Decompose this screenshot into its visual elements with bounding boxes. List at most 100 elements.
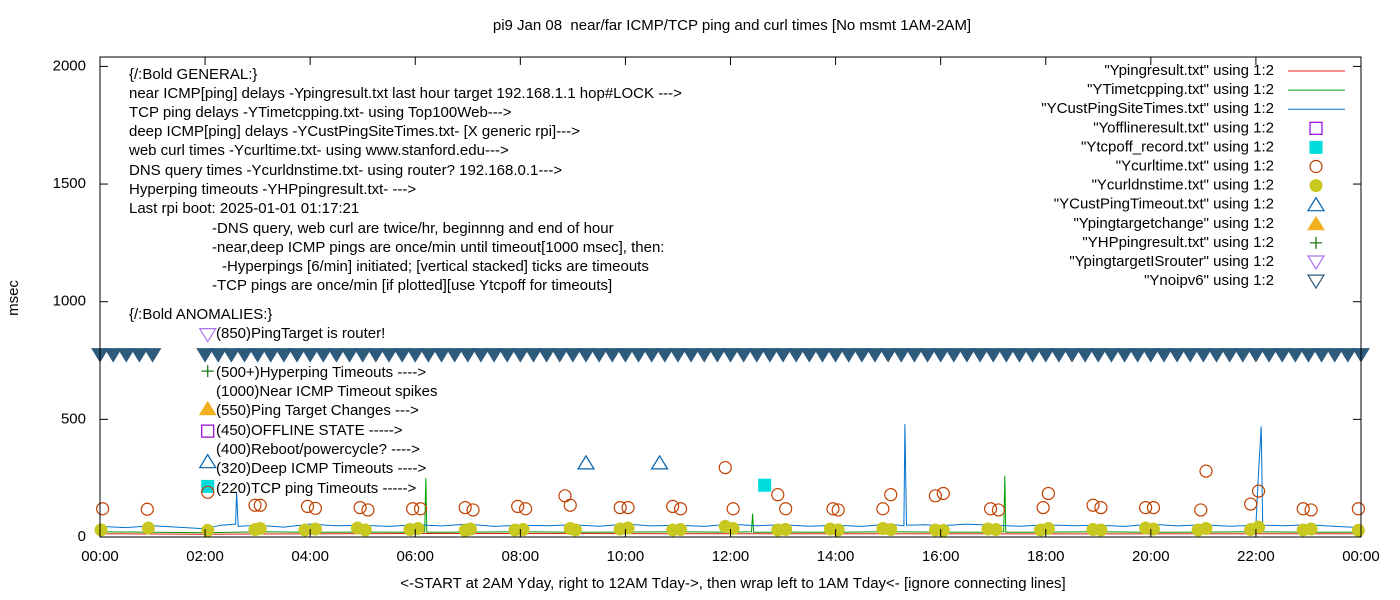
annotation: Last rpi boot: 2025-01-01 01:17:21 — [129, 200, 359, 217]
series — [94, 519, 1365, 537]
point-marker — [1199, 464, 1213, 478]
legend-swatch — [1306, 274, 1326, 290]
point-marker — [209, 348, 228, 363]
point-marker — [991, 503, 1006, 517]
point-marker — [1233, 348, 1252, 363]
annotation: Hyperping timeouts -YHPpingresult.txt- -… — [129, 181, 416, 198]
point-marker — [1351, 502, 1365, 516]
point-marker — [300, 499, 315, 514]
point-marker — [936, 523, 950, 537]
point-marker — [831, 503, 845, 517]
point-marker — [253, 522, 267, 536]
point-marker — [866, 348, 884, 363]
point-marker — [458, 348, 477, 363]
legend-label: "Ytcpoff_record.txt" using 1:2 — [1081, 138, 1274, 155]
point-marker — [1036, 500, 1050, 515]
legend-label: "Ycurltime.txt" using 1:2 — [1116, 157, 1274, 174]
point-marker — [831, 523, 845, 537]
x-tick-label: 00:00 — [81, 548, 119, 565]
point-marker — [472, 348, 490, 363]
point-marker — [94, 523, 108, 537]
point-marker — [463, 522, 477, 536]
annotation: (550)Ping Target Changes ---> — [216, 402, 419, 419]
point-marker — [997, 348, 1016, 363]
x-tick-label: 16:00 — [922, 548, 960, 565]
point-marker — [1325, 348, 1344, 363]
point-marker — [879, 348, 898, 363]
point-marker — [928, 489, 943, 503]
annotation: (320)Deep ICMP Timeouts ----> — [216, 460, 426, 477]
legend-label: "YCustPingSiteTimes.txt" using 1:2 — [1041, 100, 1274, 117]
point-marker — [1304, 522, 1318, 536]
point-marker — [771, 488, 785, 502]
x-tick-label: 12:00 — [712, 548, 750, 565]
point-marker — [104, 348, 123, 363]
plot-area — [91, 328, 1370, 537]
legend-swatch — [1306, 255, 1326, 271]
point-marker — [1199, 522, 1213, 536]
point-marker — [983, 502, 998, 516]
point-marker — [411, 522, 425, 536]
series — [96, 460, 1365, 517]
point-marker — [1076, 348, 1095, 363]
point-marker — [884, 522, 898, 536]
point-marker — [673, 502, 688, 516]
annotation: TCP ping delays -YTimetcpping.txt- using… — [129, 104, 512, 121]
point-marker — [1023, 348, 1042, 363]
point-marker — [800, 348, 819, 363]
legend-swatch — [1310, 236, 1322, 249]
annotation: deep ICMP[ping] delays -YCustPingSiteTim… — [129, 123, 580, 140]
point-marker — [1260, 348, 1278, 363]
point-marker — [1194, 348, 1213, 363]
x-tick-label: 18:00 — [1027, 548, 1065, 565]
x-tick-label: 22:00 — [1237, 548, 1275, 565]
point-marker — [1304, 503, 1318, 517]
point-marker — [1194, 503, 1208, 517]
point-marker — [787, 348, 806, 363]
chart-title: pi9 Jan 08 near/far ICMP/TCP ping and cu… — [493, 17, 971, 34]
point-marker — [1296, 502, 1310, 516]
point-marker — [621, 521, 635, 535]
point-marker — [826, 502, 840, 516]
point-marker — [1128, 348, 1147, 363]
point-marker — [361, 503, 375, 517]
x-tick-label: 00:00 — [1342, 548, 1380, 565]
point-marker — [1041, 522, 1055, 536]
point-marker — [358, 523, 372, 537]
point-marker — [708, 348, 727, 363]
series-line — [99, 475, 1362, 534]
point-marker — [1141, 348, 1160, 363]
point-marker — [1312, 348, 1331, 363]
point-marker — [1207, 348, 1226, 363]
point-marker — [301, 348, 320, 363]
point-marker — [516, 522, 530, 536]
y-tick-label: 2000 — [53, 57, 86, 74]
point-marker — [1338, 348, 1357, 363]
x-tick-label: 08:00 — [502, 548, 540, 565]
point-marker — [130, 348, 149, 363]
point-marker — [458, 500, 472, 515]
x-tick-label: 06:00 — [396, 548, 434, 565]
x-tick-label: 10:00 — [607, 548, 645, 565]
point-marker — [518, 502, 533, 516]
annotation: web curl times -Ycurltime.txt- using www… — [128, 142, 509, 159]
point-marker — [248, 498, 262, 512]
point-marker — [682, 348, 700, 363]
point-marker — [353, 348, 372, 363]
point-marker — [958, 348, 976, 363]
point-marker — [201, 365, 214, 378]
point-marker — [222, 348, 241, 363]
point-marker — [1247, 348, 1265, 363]
annotation: (220)TCP ping Timeouts -----> — [216, 480, 416, 497]
point-marker — [1220, 348, 1239, 363]
point-marker — [1036, 348, 1055, 363]
annotation: DNS query times -Ycurldnstime.txt- using… — [129, 162, 562, 179]
point-marker — [466, 503, 480, 517]
point-marker — [1041, 486, 1055, 501]
point-marker — [971, 348, 989, 363]
point-marker — [327, 348, 346, 363]
legend-swatch — [1309, 140, 1323, 154]
point-marker — [758, 478, 772, 492]
point-marker — [655, 348, 674, 363]
annotation: near ICMP[ping] delays -Ypingresult.txt … — [129, 85, 682, 102]
